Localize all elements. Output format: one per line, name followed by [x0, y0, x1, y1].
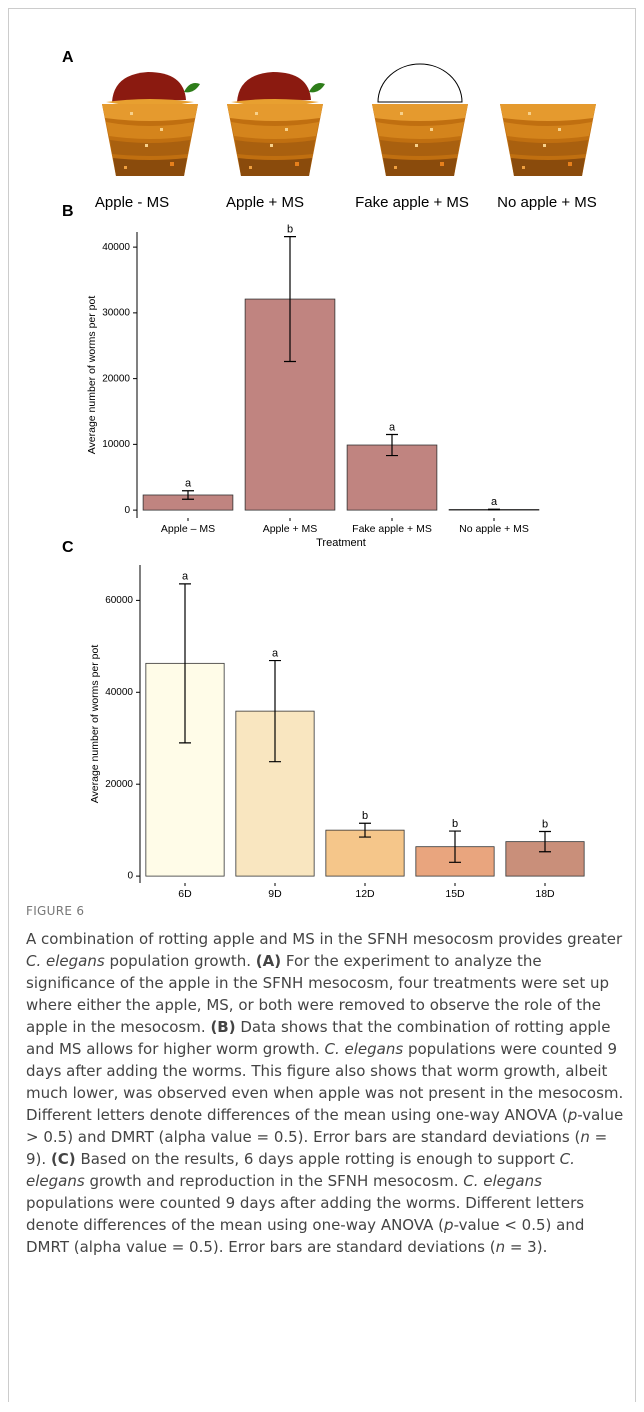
caption-text: populations were counted 9 days after ad… [26, 1194, 585, 1234]
y-axis-label: Average number of worms per pot [86, 296, 98, 455]
caption: A combination of rotting apple and MS in… [26, 928, 626, 1258]
caption-text: n [580, 1128, 590, 1146]
caption-text: p [567, 1106, 578, 1124]
y-tick-label: 0 [124, 505, 130, 516]
significance-letter: b [362, 810, 368, 822]
error-bar [284, 236, 296, 363]
caption-text: -value > 0.5) and DMRT (alpha value = 0.… [26, 1106, 624, 1146]
x-tick-label: 9D [268, 888, 282, 900]
caption-text: C. elegans [324, 1040, 404, 1058]
x-tick-label: 15D [445, 888, 465, 900]
x-tick-label: 6D [178, 888, 192, 900]
x-tick-label: 18D [535, 888, 555, 900]
y-tick-label: 40000 [102, 242, 130, 253]
pot-illustration [372, 63, 468, 176]
y-tick-label: 20000 [105, 779, 133, 790]
figure-label: FIGURE 6 [26, 904, 85, 918]
caption-text: C. elegans [26, 1150, 575, 1190]
y-tick-label: 40000 [105, 687, 133, 698]
caption-text: = 9). [26, 1128, 608, 1168]
caption-text: p [444, 1216, 454, 1234]
significance-letter: b [452, 818, 458, 830]
error-bar [269, 659, 281, 763]
error-bar [179, 583, 191, 744]
x-axis-label: Treatment [316, 537, 366, 549]
caption-text: For the experiment to analyze the signif… [26, 952, 610, 1036]
x-tick-label: Apple – MS [161, 523, 215, 535]
caption-text: Data shows that the combination of rotti… [26, 1018, 611, 1058]
caption-text: (B) [210, 1018, 236, 1036]
frame [8, 8, 636, 1402]
y-axis-label: Average number of worms per pot [89, 645, 101, 804]
pot-illustration [227, 72, 325, 176]
caption-text: population growth. [104, 952, 256, 970]
error-bar [386, 433, 398, 457]
caption-text: n [495, 1238, 506, 1256]
pot-illustration [102, 72, 200, 176]
y-tick-label: 60000 [105, 595, 133, 606]
y-tick-label: 20000 [102, 373, 130, 384]
y-tick-label: 10000 [102, 439, 130, 450]
panel-letter: A [62, 49, 74, 66]
treatment-label: Apple - MS [95, 194, 169, 211]
caption-text: populations were counted 9 days after ad… [26, 1040, 624, 1124]
treatment-label: Fake apple + MS [355, 194, 469, 211]
significance-letter: b [542, 818, 548, 830]
caption-text: Based on the results, 6 days apple rotti… [75, 1150, 560, 1168]
caption-text: growth and reproduction in the SFNH meso… [84, 1172, 464, 1190]
error-bar [449, 830, 461, 863]
x-tick-label: No apple + MS [459, 523, 529, 535]
caption-text: (C) [50, 1150, 76, 1168]
significance-letter: b [287, 224, 293, 236]
x-tick-label: Fake apple + MS [352, 523, 432, 535]
y-tick-label: 0 [127, 871, 133, 882]
x-tick-label: Apple + MS [263, 523, 318, 535]
significance-letter: a [491, 496, 498, 508]
caption-text: (A) [255, 952, 282, 970]
caption-text: = 3). [505, 1238, 548, 1256]
caption-text: C. elegans [463, 1172, 542, 1190]
x-tick-label: 12D [355, 888, 375, 900]
panel-letter: C [62, 539, 74, 556]
y-tick-label: 30000 [102, 308, 130, 319]
pot-illustration [500, 104, 596, 176]
significance-letter: a [185, 478, 192, 490]
bar [325, 829, 405, 877]
caption-text: C. elegans [26, 952, 105, 970]
significance-letter: a [389, 421, 396, 433]
figure: A B C Apple - MS Apple + MS Fake apple +… [62, 49, 597, 900]
caption-text: -value < 0.5) and DMRT (alpha value = 0.… [26, 1216, 585, 1256]
treatment-label: No apple + MS [497, 194, 597, 211]
error-bar [359, 822, 371, 838]
significance-letter: a [182, 571, 189, 583]
caption-text: A combination of rotting apple and MS in… [26, 930, 623, 948]
error-bar [488, 508, 500, 511]
error-bar [182, 490, 194, 500]
treatment-label: Apple + MS [226, 194, 304, 211]
panel-letter: B [62, 203, 74, 220]
significance-letter: a [272, 647, 279, 659]
error-bar [539, 830, 551, 853]
